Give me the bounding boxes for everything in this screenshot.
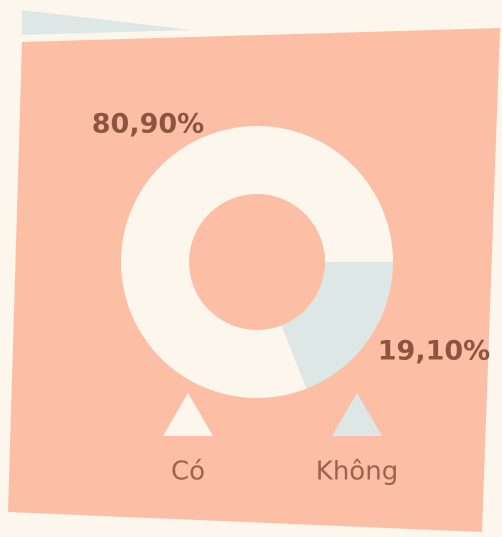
- legend-marker: [332, 393, 382, 436]
- legend-label: Không: [316, 457, 398, 487]
- donut-slice: [281, 262, 393, 389]
- donut-slice: [121, 125, 394, 398]
- value-label: 19,10%: [378, 336, 490, 367]
- legend-label: Có: [171, 457, 205, 487]
- value-label: 80,90%: [92, 109, 204, 140]
- card: [8, 28, 500, 532]
- decor-strip: [22, 10, 192, 35]
- donut: [121, 125, 394, 398]
- legend-marker: [163, 393, 213, 436]
